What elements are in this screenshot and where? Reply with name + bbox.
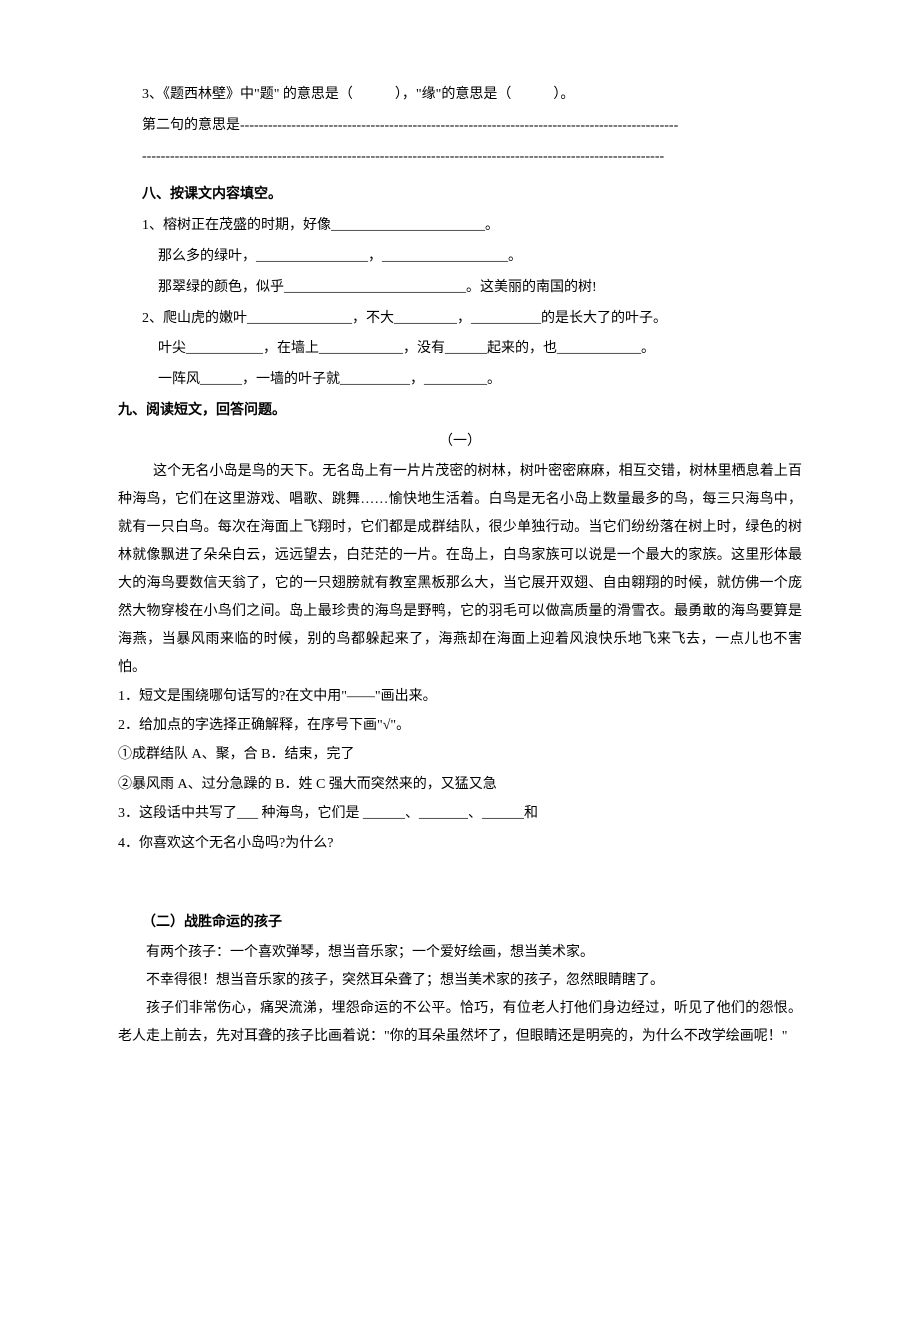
part2-p2: 不幸得很！想当音乐家的孩子，突然耳朵聋了；想当美术家的孩子，忽然眼睛瞎了。 — [118, 967, 802, 995]
s8-item1-l2: 那么多的绿叶，________________，________________… — [118, 242, 802, 273]
q3-line1: 3、《题西林壁》中"题" 的意思是（ ），"缘"的意思是（ ）。 — [118, 80, 802, 111]
s8-item2-l3: 一阵风______，一墙的叶子就__________，_________。 — [118, 365, 802, 396]
section8-title: 八、按课文内容填空。 — [118, 180, 802, 211]
spacer — [118, 858, 802, 908]
s9-q2b: ②暴风雨 A、过分急躁的 B．姓 C 强大而突然来的，又猛又急 — [118, 770, 802, 799]
q3-line3: ----------------------------------------… — [118, 142, 802, 173]
s9-q1: 1．短文是围绕哪句话写的?在文中用"——"画出来。 — [118, 682, 802, 711]
passage1: 这个无名小岛是鸟的天下。无名岛上有一片片茂密的树林，树叶密密麻麻，相互交错，树林… — [118, 458, 802, 682]
part1-label: （一） — [118, 427, 802, 458]
s8-item2-l1: 2、爬山虎的嫩叶_______________，不大_________，____… — [118, 304, 802, 335]
s8-item2-l2: 叶尖___________，在墙上____________，没有______起来… — [118, 334, 802, 365]
s8-item1-l3: 那翠绿的颜色，似乎__________________________。这美丽的… — [118, 273, 802, 304]
section9-title: 九、阅读短文，回答问题。 — [118, 396, 802, 427]
s9-q2a: ①成群结队 A、聚，合 B．结束，完了 — [118, 740, 802, 769]
q3-line2: 第二句的意思是---------------------------------… — [118, 111, 802, 142]
part2-p3: 孩子们非常伤心，痛哭流涕，埋怨命运的不公平。恰巧，有位老人打他们身边经过，听见了… — [118, 995, 802, 1051]
s9-q3: 3．这段话中共写了___ 种海鸟，它们是 ______、_______、____… — [118, 799, 802, 828]
part2-p1: 有两个孩子：一个喜欢弹琴，想当音乐家；一个爱好绘画，想当美术家。 — [118, 939, 802, 967]
s9-q4: 4．你喜欢这个无名小岛吗?为什么? — [118, 829, 802, 858]
s8-item1-l1: 1、榕树正在茂盛的时期，好像______________________。 — [118, 211, 802, 242]
s9-q2: 2．给加点的字选择正确解释，在序号下画"√"。 — [118, 711, 802, 740]
part2-title: （二）战胜命运的孩子 — [118, 908, 802, 939]
